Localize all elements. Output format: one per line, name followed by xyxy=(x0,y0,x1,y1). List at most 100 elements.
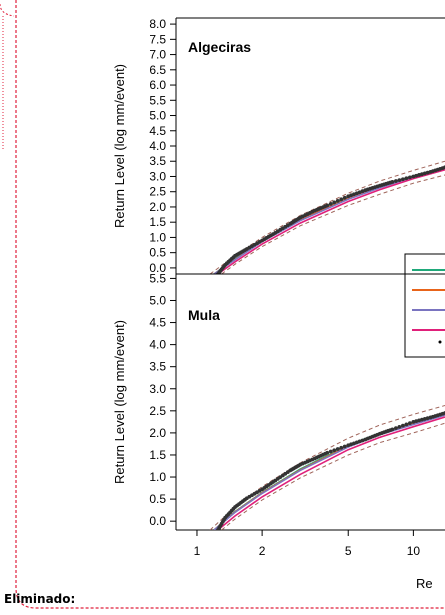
y-tick-label: 8.0 xyxy=(149,17,166,31)
data-point xyxy=(422,171,427,176)
y-axis-label: Return Level (log mm/event) xyxy=(112,64,127,228)
data-point xyxy=(357,439,362,444)
y-tick-label: 0.0 xyxy=(149,514,166,528)
y-tick-label: 0.5 xyxy=(149,246,166,260)
y-tick-label: 1.5 xyxy=(149,448,166,462)
y-tick-label: 5.0 xyxy=(149,109,166,123)
data-point xyxy=(414,173,419,178)
data-point xyxy=(411,174,416,179)
y-tick-label: 1.0 xyxy=(149,470,166,484)
series-group xyxy=(209,405,445,530)
y-tick-label: 4.0 xyxy=(149,139,166,153)
series-line-magenta xyxy=(217,169,445,274)
data-point xyxy=(332,200,337,205)
data-point xyxy=(420,172,424,177)
series-line-dashed xyxy=(221,422,445,530)
data-point xyxy=(328,202,333,206)
data-point xyxy=(342,444,347,449)
data-point xyxy=(411,419,416,424)
panel-0: 0.00.5 1.01.52.02.5 3.03.54.04.55.0 5.56.06… xyxy=(112,17,445,275)
legend-box xyxy=(404,253,445,358)
data-point xyxy=(349,442,353,447)
series-group xyxy=(209,160,445,274)
panel-title: Algeciras xyxy=(188,39,251,55)
data-point xyxy=(354,191,359,196)
y-tick-label: 2.5 xyxy=(149,404,166,418)
series-line-dashed xyxy=(221,174,445,274)
data-point xyxy=(397,178,402,183)
x-tick-label: 10 xyxy=(407,544,421,558)
data-point xyxy=(422,417,427,421)
data-point xyxy=(417,173,421,177)
data-point xyxy=(394,179,398,183)
data-point xyxy=(352,192,356,197)
series-line-green xyxy=(213,413,445,530)
y-tick-label: 1.5 xyxy=(149,215,166,229)
data-point xyxy=(332,448,337,453)
data-point xyxy=(349,193,353,198)
y-tick-label: 0.5 xyxy=(149,492,166,506)
y-tick-label: 3.5 xyxy=(149,360,166,374)
legend xyxy=(404,253,445,358)
y-tick-label: 2.0 xyxy=(149,200,166,214)
y-tick-label: 3.0 xyxy=(149,382,166,396)
data-point xyxy=(357,190,362,195)
x-tick-label: 5 xyxy=(345,544,352,558)
data-point xyxy=(335,447,340,451)
y-tick-label: 5.5 xyxy=(149,271,166,285)
y-tick-label: 5.0 xyxy=(149,293,166,307)
panel-1: 0.0 0.5 1.0 1.5 2.0 2.5 3.0 3.5 4.0 4.5 5.0 5.5 Retu… xyxy=(112,271,445,591)
series-line-orange xyxy=(213,414,445,530)
y-tick-label: 7.5 xyxy=(149,32,166,46)
data-point xyxy=(342,195,347,200)
y-axis-label: Return Level (log mm/event) xyxy=(112,320,127,484)
data-point xyxy=(407,175,412,180)
data-point xyxy=(390,180,395,184)
data-point xyxy=(407,421,412,426)
eliminado-note: Eliminado: xyxy=(4,592,76,606)
data-point xyxy=(325,203,330,208)
data-point xyxy=(339,197,344,202)
x-tick-label: 2 xyxy=(259,544,266,558)
series-line-purple xyxy=(213,414,445,530)
y-tick-label: 2.5 xyxy=(149,185,166,199)
data-point xyxy=(390,427,395,432)
y-tick-label: 7.0 xyxy=(149,48,166,62)
y-tick-label: 1.0 xyxy=(149,230,166,244)
data-point xyxy=(346,194,351,199)
y-tick-label: 5.5 xyxy=(149,93,166,107)
data-point xyxy=(339,445,344,450)
data-point xyxy=(360,438,365,443)
y-tick-label: 4.0 xyxy=(149,338,166,352)
data-point xyxy=(404,422,409,427)
y-tick-label: 3.0 xyxy=(149,169,166,183)
data-point xyxy=(325,450,330,455)
y-tick-label: 2.0 xyxy=(149,426,166,440)
panel-title: Mula xyxy=(188,307,220,323)
legend-point-swatch xyxy=(438,340,442,344)
data-point xyxy=(417,418,421,423)
data-point xyxy=(354,440,359,445)
data-point xyxy=(335,198,340,203)
data-point xyxy=(360,189,365,194)
data-point xyxy=(420,417,424,422)
data-point xyxy=(425,170,430,175)
data-point xyxy=(425,416,430,421)
series-line-magenta xyxy=(217,416,445,530)
data-point xyxy=(414,419,419,424)
y-tick-label: 3.5 xyxy=(149,154,166,168)
data-point xyxy=(352,441,356,446)
y-tick-label: 0.0 xyxy=(149,261,166,275)
y-tick-label: 4.5 xyxy=(149,316,166,330)
data-point xyxy=(400,423,405,428)
data-point xyxy=(328,449,333,454)
x-axis-label: Re xyxy=(416,576,433,591)
data-point xyxy=(404,176,409,181)
y-tick-label: 4.5 xyxy=(149,124,166,138)
x-tick-label: 1 xyxy=(194,544,201,558)
data-point xyxy=(394,426,398,431)
data-point xyxy=(397,424,402,429)
y-tick-label: 6.5 xyxy=(149,63,166,77)
